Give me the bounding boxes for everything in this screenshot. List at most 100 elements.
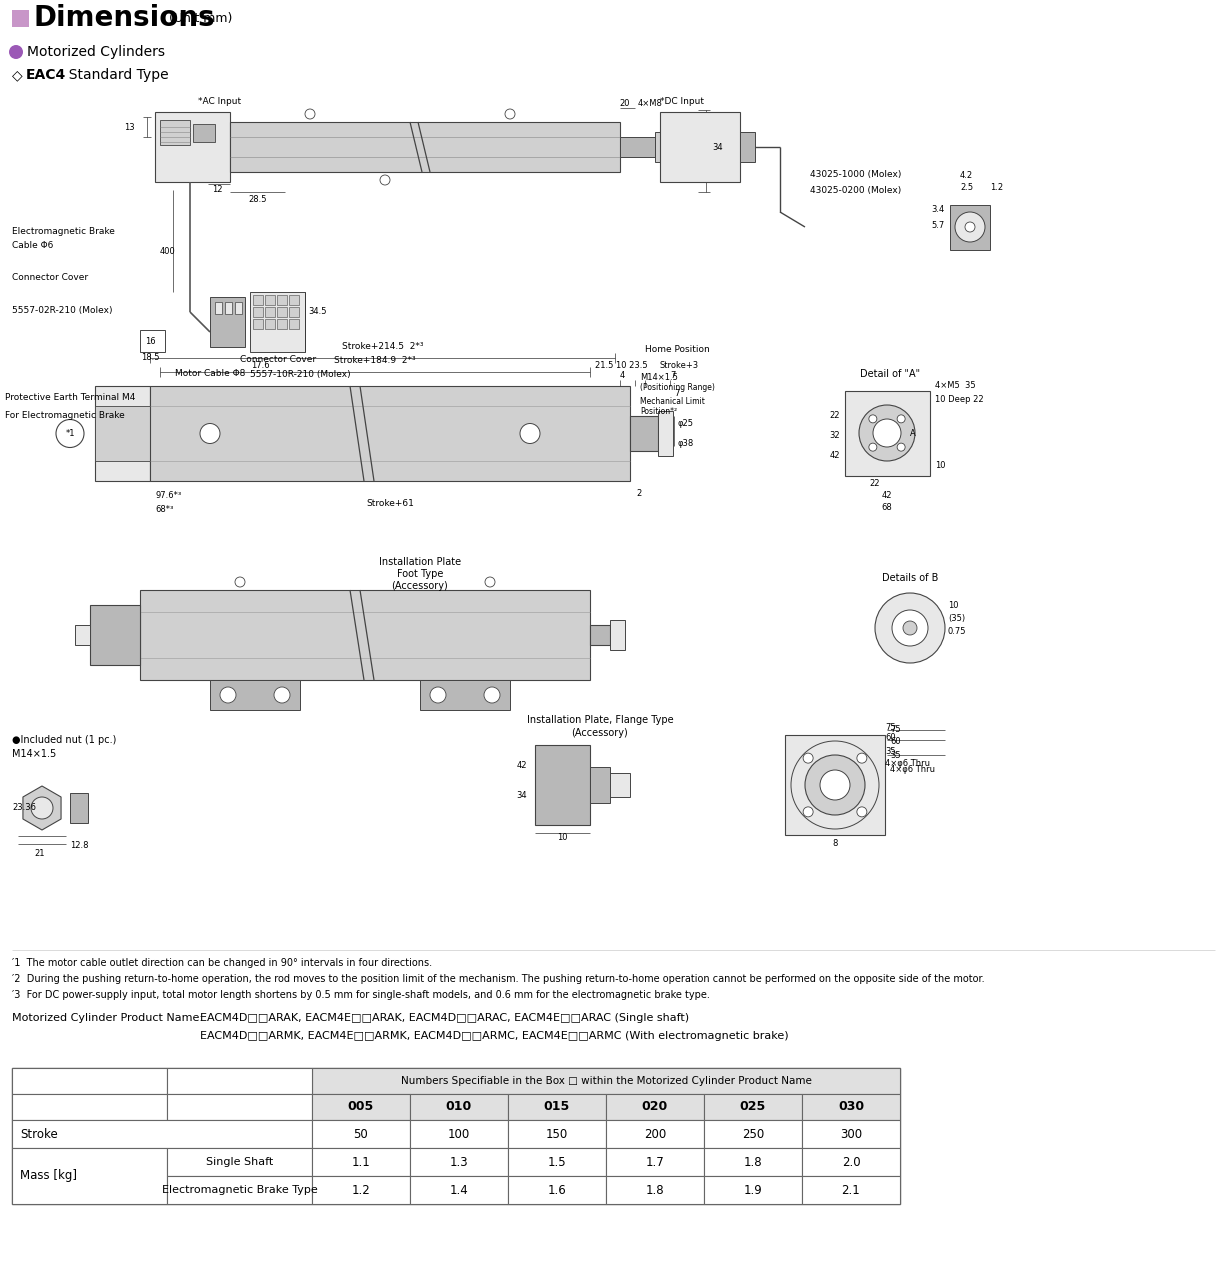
- Circle shape: [804, 753, 813, 763]
- Text: 16: 16: [145, 337, 156, 346]
- Text: 60: 60: [884, 733, 895, 742]
- Text: 23.36: 23.36: [12, 804, 36, 813]
- Bar: [630, 416, 658, 451]
- Circle shape: [875, 593, 944, 663]
- Bar: [410, 1120, 508, 1148]
- Text: 4×M8: 4×M8: [638, 100, 663, 109]
- Bar: [289, 294, 299, 305]
- Bar: [149, 387, 630, 481]
- Bar: [12, 1120, 312, 1148]
- Text: *DC Input: *DC Input: [660, 96, 704, 105]
- Bar: [96, 387, 149, 481]
- Bar: [802, 1094, 900, 1120]
- Text: 1.1: 1.1: [352, 1156, 370, 1169]
- Text: EAC4: EAC4: [26, 68, 66, 82]
- Text: 42: 42: [829, 452, 840, 461]
- Text: 5557-02R-210 (Molex): 5557-02R-210 (Molex): [12, 306, 113, 315]
- Text: Single Shaft: Single Shaft: [206, 1157, 273, 1167]
- Circle shape: [856, 753, 867, 763]
- Text: 7: 7: [674, 389, 680, 398]
- Bar: [70, 794, 88, 823]
- Text: (Positioning Range): (Positioning Range): [639, 384, 715, 393]
- Text: 34: 34: [712, 142, 723, 151]
- Bar: [312, 1120, 410, 1148]
- Text: 5557-10R-210 (Molex): 5557-10R-210 (Molex): [250, 370, 350, 379]
- Text: 1.5: 1.5: [548, 1156, 566, 1169]
- Bar: [590, 625, 610, 645]
- Text: 4.2: 4.2: [960, 170, 973, 179]
- Text: 1.8: 1.8: [646, 1184, 664, 1197]
- Bar: [312, 1094, 410, 1120]
- Circle shape: [9, 45, 23, 59]
- Bar: [535, 745, 590, 826]
- Bar: [655, 132, 670, 163]
- Text: 35: 35: [891, 750, 900, 759]
- Text: Installation Plate, Flange Type: Installation Plate, Flange Type: [527, 716, 674, 724]
- Bar: [590, 767, 610, 803]
- Text: Mechanical Limit: Mechanical Limit: [639, 397, 704, 406]
- Bar: [420, 680, 510, 710]
- Circle shape: [505, 109, 514, 119]
- Text: 10: 10: [948, 602, 958, 611]
- Text: Cable Φ6: Cable Φ6: [12, 241, 54, 250]
- Text: 75: 75: [891, 726, 900, 735]
- Bar: [289, 307, 299, 317]
- Bar: [508, 1176, 606, 1204]
- Bar: [254, 307, 263, 317]
- Text: EACM4D□□ARAK, EACM4E□□ARAK, EACM4D□□ARAC, EACM4E□□ARAC (Single shaft): EACM4D□□ARAK, EACM4E□□ARAK, EACM4D□□ARAC…: [200, 1012, 690, 1023]
- Bar: [167, 1094, 312, 1120]
- Bar: [194, 124, 216, 142]
- Bar: [606, 1176, 704, 1204]
- Text: 97.6*³: 97.6*³: [156, 490, 181, 499]
- Text: 22: 22: [829, 411, 840, 421]
- Bar: [704, 1094, 802, 1120]
- Bar: [312, 1148, 410, 1176]
- Bar: [802, 1148, 900, 1176]
- Circle shape: [956, 212, 985, 242]
- Text: 42: 42: [882, 490, 892, 499]
- Text: 250: 250: [742, 1128, 764, 1140]
- Text: 10: 10: [935, 462, 946, 471]
- Text: 2: 2: [636, 489, 641, 498]
- Bar: [235, 302, 243, 314]
- Circle shape: [869, 415, 877, 422]
- Circle shape: [274, 687, 290, 703]
- Text: Stroke: Stroke: [20, 1128, 58, 1140]
- Bar: [802, 1176, 900, 1204]
- Text: M14×1.5: M14×1.5: [12, 749, 56, 759]
- Circle shape: [820, 771, 850, 800]
- Text: 12: 12: [212, 186, 222, 195]
- Text: Home Position: Home Position: [646, 346, 709, 355]
- Circle shape: [869, 443, 877, 451]
- Text: (Accessory): (Accessory): [572, 728, 628, 739]
- Bar: [12, 1068, 900, 1204]
- Bar: [75, 625, 89, 645]
- Text: 4×M5  35: 4×M5 35: [935, 381, 975, 390]
- Circle shape: [897, 415, 905, 422]
- Bar: [590, 773, 630, 797]
- Bar: [230, 122, 620, 172]
- Bar: [167, 1148, 312, 1176]
- Text: 2.1: 2.1: [842, 1184, 860, 1197]
- Text: 32: 32: [829, 431, 840, 440]
- Text: *1: *1: [65, 429, 75, 438]
- Bar: [410, 1176, 508, 1204]
- Text: (Accessory): (Accessory): [392, 581, 448, 591]
- Text: *AC Input: *AC Input: [198, 96, 241, 105]
- Text: Details of B: Details of B: [882, 573, 938, 582]
- Bar: [140, 590, 590, 680]
- Text: 8: 8: [832, 838, 838, 847]
- Text: 0.75: 0.75: [948, 627, 967, 636]
- Text: Dimensions: Dimensions: [33, 5, 214, 32]
- Text: 4×φ6 Thru: 4×φ6 Thru: [884, 759, 930, 768]
- Bar: [265, 294, 274, 305]
- Text: 60: 60: [891, 737, 900, 746]
- Bar: [606, 1094, 704, 1120]
- Text: 025: 025: [740, 1101, 766, 1114]
- Text: 75: 75: [884, 722, 895, 731]
- Text: A: A: [910, 429, 916, 438]
- Text: Motor Cable Φ8: Motor Cable Φ8: [175, 370, 245, 379]
- Bar: [660, 111, 740, 182]
- Text: 2.5: 2.5: [960, 183, 973, 192]
- Text: Mass [kg]: Mass [kg]: [20, 1170, 77, 1183]
